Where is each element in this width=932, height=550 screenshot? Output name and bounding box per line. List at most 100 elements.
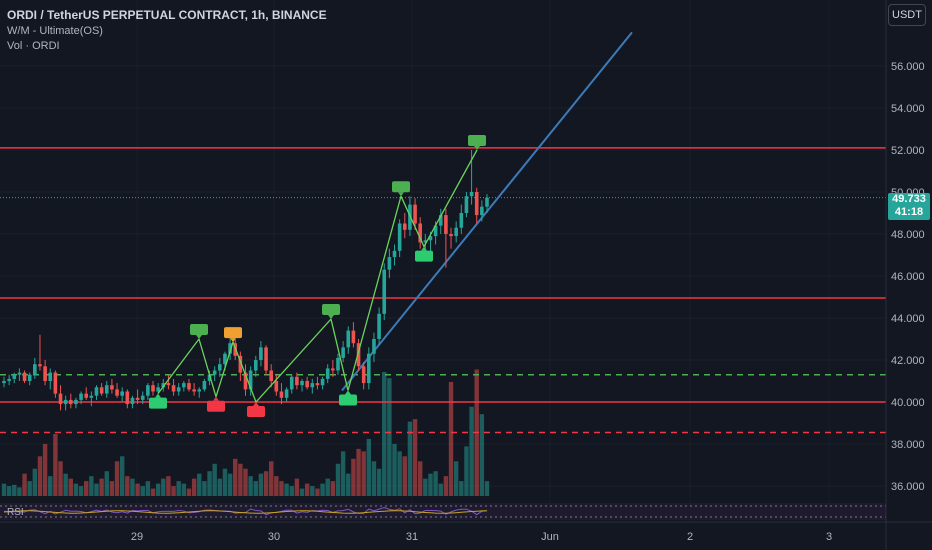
pivot-labels [149,135,486,417]
candle-body [418,223,423,243]
volume-bar [22,473,27,496]
horizontal-lines [0,147,886,434]
pivot-pointer [474,146,480,150]
volume-bar [351,458,356,496]
volume-bar [279,481,284,496]
candle-body [2,381,6,384]
candles [2,150,489,411]
pivot-pointer [196,335,202,339]
time-axis: 29 30 31 Jun 2 3 [0,521,932,543]
currency-button[interactable]: USDT [888,4,926,26]
volume-bar [89,476,94,496]
candle-body [176,387,181,392]
volume-bar [407,421,413,496]
candle-body [474,192,479,216]
volume-bar [258,473,264,496]
pivot-marker [468,135,486,150]
pivot-marker [207,396,225,412]
volume-bar [289,486,294,496]
pivot-box [247,406,265,417]
candle-body [423,240,428,243]
price-tick: 48.000 [891,229,925,241]
pivot-pointer [398,192,404,197]
volume-bar [299,488,305,496]
volume-bar [310,486,315,496]
candle-body [110,385,114,390]
pivot-pointer [253,402,259,406]
pivot-marker [224,327,242,343]
candle-body [38,364,42,367]
volume-bar [335,463,341,496]
volume-bar [125,476,130,496]
price-tick: 40.000 [891,397,925,409]
pivot-marker [322,304,340,320]
volume-bar [274,476,279,496]
candle-body [202,381,207,390]
candle-body [99,387,104,394]
candle-body [94,387,99,396]
candle-body [120,391,124,396]
candle-body [22,372,27,381]
pivot-box [392,181,410,193]
volume-bar [99,478,104,496]
candle-body [356,343,361,367]
volume-bar [109,481,115,496]
candle-body [259,347,263,360]
volume-bar [418,461,423,496]
pivot-marker [149,393,167,409]
rsi-label: RSI [7,507,24,518]
volume-bar [119,456,125,496]
candle-body [140,395,145,400]
price-axis: 56.00054.00052.00050.00048.00046.00044.0… [885,0,925,550]
pivot-box [468,135,486,146]
volume-bar [6,486,12,496]
volume-bar [253,481,258,496]
time-tick: 31 [406,531,418,543]
price-tick: 54.000 [891,103,925,115]
volume-bar [340,451,346,496]
candle-body [43,366,47,381]
candle-body [464,196,469,213]
time-tick: 2 [687,531,693,543]
volume-bar [1,483,7,496]
candle-body [63,399,68,405]
candle-body [104,385,109,394]
volume-bar [202,481,207,496]
candle-body [207,374,212,381]
candle-body [33,364,37,375]
volume-bar [68,478,73,496]
price-tick: 44.000 [891,313,925,325]
candle-body [480,206,484,216]
volume-bar [42,443,48,496]
volume-bars [1,369,490,496]
candle-body [310,383,315,388]
candle-body [197,389,202,392]
pivot-box [322,304,340,316]
pivot-box [190,324,208,335]
indicator-volume[interactable]: Vol · ORDI [7,40,60,52]
volume-bar [479,414,485,496]
volume-bar [402,456,407,496]
volume-bar [135,483,140,496]
volume-bar [371,461,377,496]
candle-body [274,381,279,392]
symbol-title[interactable]: ORDI / TetherUS PERPETUAL CONTRACT, 1h, … [7,8,327,22]
pattern-lines [157,149,478,404]
volume-bar [140,486,145,496]
candle-body [212,370,217,375]
candle-body [367,353,371,384]
pivot-box [339,394,357,406]
indicator-wm-ultimate[interactable]: W/M - Ultimate(OS) [7,25,103,37]
time-tick: 29 [131,531,143,543]
price-tick: 46.000 [891,271,925,283]
candle-body [89,395,94,398]
volume-bar [104,471,109,496]
candle-body [320,378,325,386]
candle-body [238,355,243,373]
pivot-pointer [328,315,334,320]
volume-bar [155,483,161,496]
pattern-zigzag [157,149,478,404]
volume-bar [207,471,212,496]
volume-bar [268,461,274,496]
